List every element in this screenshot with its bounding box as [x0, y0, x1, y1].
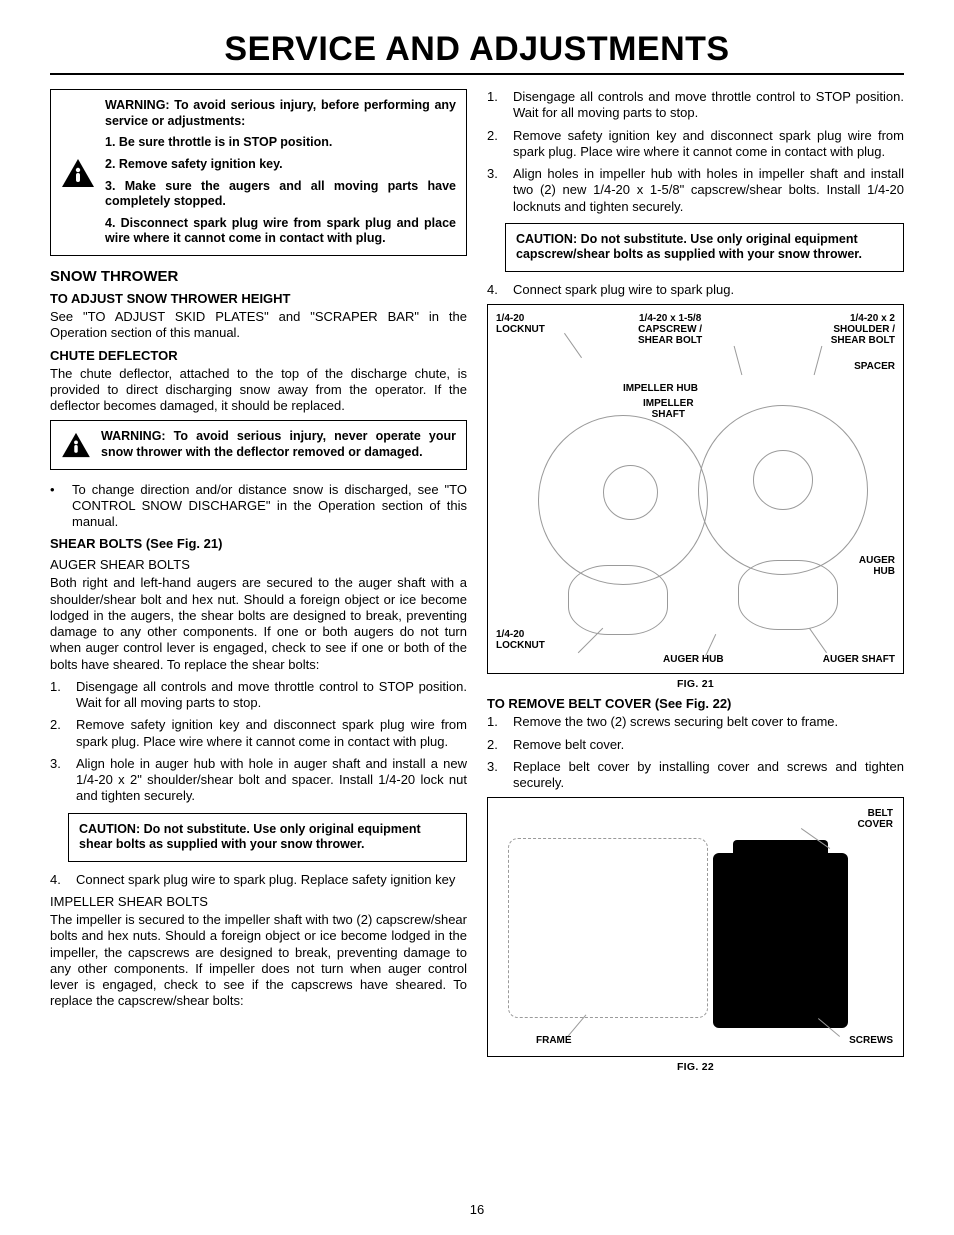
fig-label-auger-hub-bot: AUGER HUB [663, 654, 724, 665]
heading-chute-deflector: CHUTE DEFLECTOR [50, 348, 467, 363]
caution-box-shear: CAUTION: Do not substitute. Use only ori… [68, 813, 467, 862]
warning-intro: WARNING: To avoid serious injury, before… [105, 98, 456, 129]
warning-step-2: 2. Remove safety ignition key. [105, 157, 456, 173]
auger-steps-list: Disengage all controls and move throttle… [50, 679, 467, 805]
figure-21-caption: FIG. 21 [487, 678, 904, 690]
warning-step-3: 3. Make sure the augers and all moving p… [105, 179, 456, 210]
list-item: Replace belt cover by installing cover a… [487, 759, 904, 792]
list-item: Remove safety ignition key and disconnec… [487, 128, 904, 161]
section-snow-thrower: SNOW THROWER [50, 268, 467, 285]
belt-steps-list: Remove the two (2) screws securing belt … [487, 714, 904, 791]
warning-triangle-icon [61, 158, 95, 188]
page-number: 16 [470, 1202, 484, 1217]
fig-label-screws: SCREWS [849, 1035, 893, 1046]
impeller-steps-list-cont: Connect spark plug wire to spark plug. [487, 282, 904, 298]
fig-label-locknut-top: 1/4-20 LOCKNUT [496, 313, 545, 335]
warning-step-1: 1. Be sure throttle is in STOP position. [105, 135, 456, 151]
bullet-text: To change direction and/or distance snow… [72, 482, 467, 531]
para-adjust-height: See "TO ADJUST SKID PLATES" and "SCRAPER… [50, 309, 467, 342]
figure-21: 1/4-20 LOCKNUT 1/4-20 x 1-5/8 CAPSCREW /… [487, 304, 904, 674]
list-item: Connect spark plug wire to spark plug. [487, 282, 904, 298]
two-column-layout: WARNING: To avoid serious injury, before… [50, 89, 904, 1079]
heading-impeller-shear: IMPELLER SHEAR BOLTS [50, 894, 467, 909]
fig-label-shoulder: 1/4-20 x 2 SHOULDER / SHEAR BOLT [831, 313, 895, 346]
warning-box-deflector: WARNING: To avoid serious injury, never … [50, 420, 467, 469]
heading-belt-cover: TO REMOVE BELT COVER (See Fig. 22) [487, 696, 904, 711]
list-item: Align holes in impeller hub with holes i… [487, 166, 904, 215]
fig-label-capscrew: 1/4-20 x 1-5/8 CAPSCREW / SHEAR BOLT [638, 313, 702, 346]
list-item: Remove belt cover. [487, 737, 904, 753]
impeller-steps-list: Disengage all controls and move throttle… [487, 89, 904, 215]
fig-label-spacer: SPACER [854, 361, 895, 372]
caution-box-capscrew: CAUTION: Do not substitute. Use only ori… [505, 223, 904, 272]
warning-step-4: 4. Disconnect spark plug wire from spark… [105, 216, 456, 247]
bullet-mark: • [50, 482, 56, 531]
fig-label-impeller-hub: IMPELLER HUB [623, 383, 698, 394]
para-auger-shear: Both right and left-hand augers are secu… [50, 575, 467, 673]
figure-22-caption: FIG. 22 [487, 1061, 904, 1073]
page-title: SERVICE AND ADJUSTMENTS [50, 30, 904, 75]
heading-adjust-height: TO ADJUST SNOW THROWER HEIGHT [50, 291, 467, 306]
heading-shear-bolts: SHEAR BOLTS (See Fig. 21) [50, 536, 467, 551]
list-item: Remove safety ignition key and disconnec… [50, 717, 467, 750]
fig-label-impeller-shaft: IMPELLER SHAFT [643, 398, 694, 420]
heading-auger-shear: AUGER SHEAR BOLTS [50, 557, 467, 572]
fig-label-auger-shaft: AUGER SHAFT [823, 654, 895, 665]
left-column: WARNING: To avoid serious injury, before… [50, 89, 467, 1079]
right-column: Disengage all controls and move throttle… [487, 89, 904, 1079]
list-item: Disengage all controls and move throttle… [487, 89, 904, 122]
fig-label-auger-hub-right: AUGER HUB [859, 555, 895, 577]
auger-steps-list-cont: Connect spark plug wire to spark plug. R… [50, 872, 467, 888]
bullet-discharge: • To change direction and/or distance sn… [50, 482, 467, 531]
fig-label-belt-cover: BELT COVER [857, 808, 893, 830]
list-item: Align hole in auger hub with hole in aug… [50, 756, 467, 805]
warning-box-top: WARNING: To avoid serious injury, before… [50, 89, 467, 256]
fig-label-frame: FRAME [536, 1035, 572, 1046]
list-item: Connect spark plug wire to spark plug. R… [50, 872, 467, 888]
figure-22: BELT COVER FRAME SCREWS [487, 797, 904, 1057]
warning-deflector-text: WARNING: To avoid serious injury, never … [101, 429, 456, 460]
warning-text: WARNING: To avoid serious injury, before… [105, 98, 456, 247]
list-item: Disengage all controls and move throttle… [50, 679, 467, 712]
para-chute-deflector: The chute deflector, attached to the top… [50, 366, 467, 415]
para-impeller-shear: The impeller is secured to the impeller … [50, 912, 467, 1010]
warning-triangle-icon [61, 432, 91, 458]
list-item: Remove the two (2) screws securing belt … [487, 714, 904, 730]
fig-label-locknut-bot: 1/4-20 LOCKNUT [496, 629, 545, 651]
